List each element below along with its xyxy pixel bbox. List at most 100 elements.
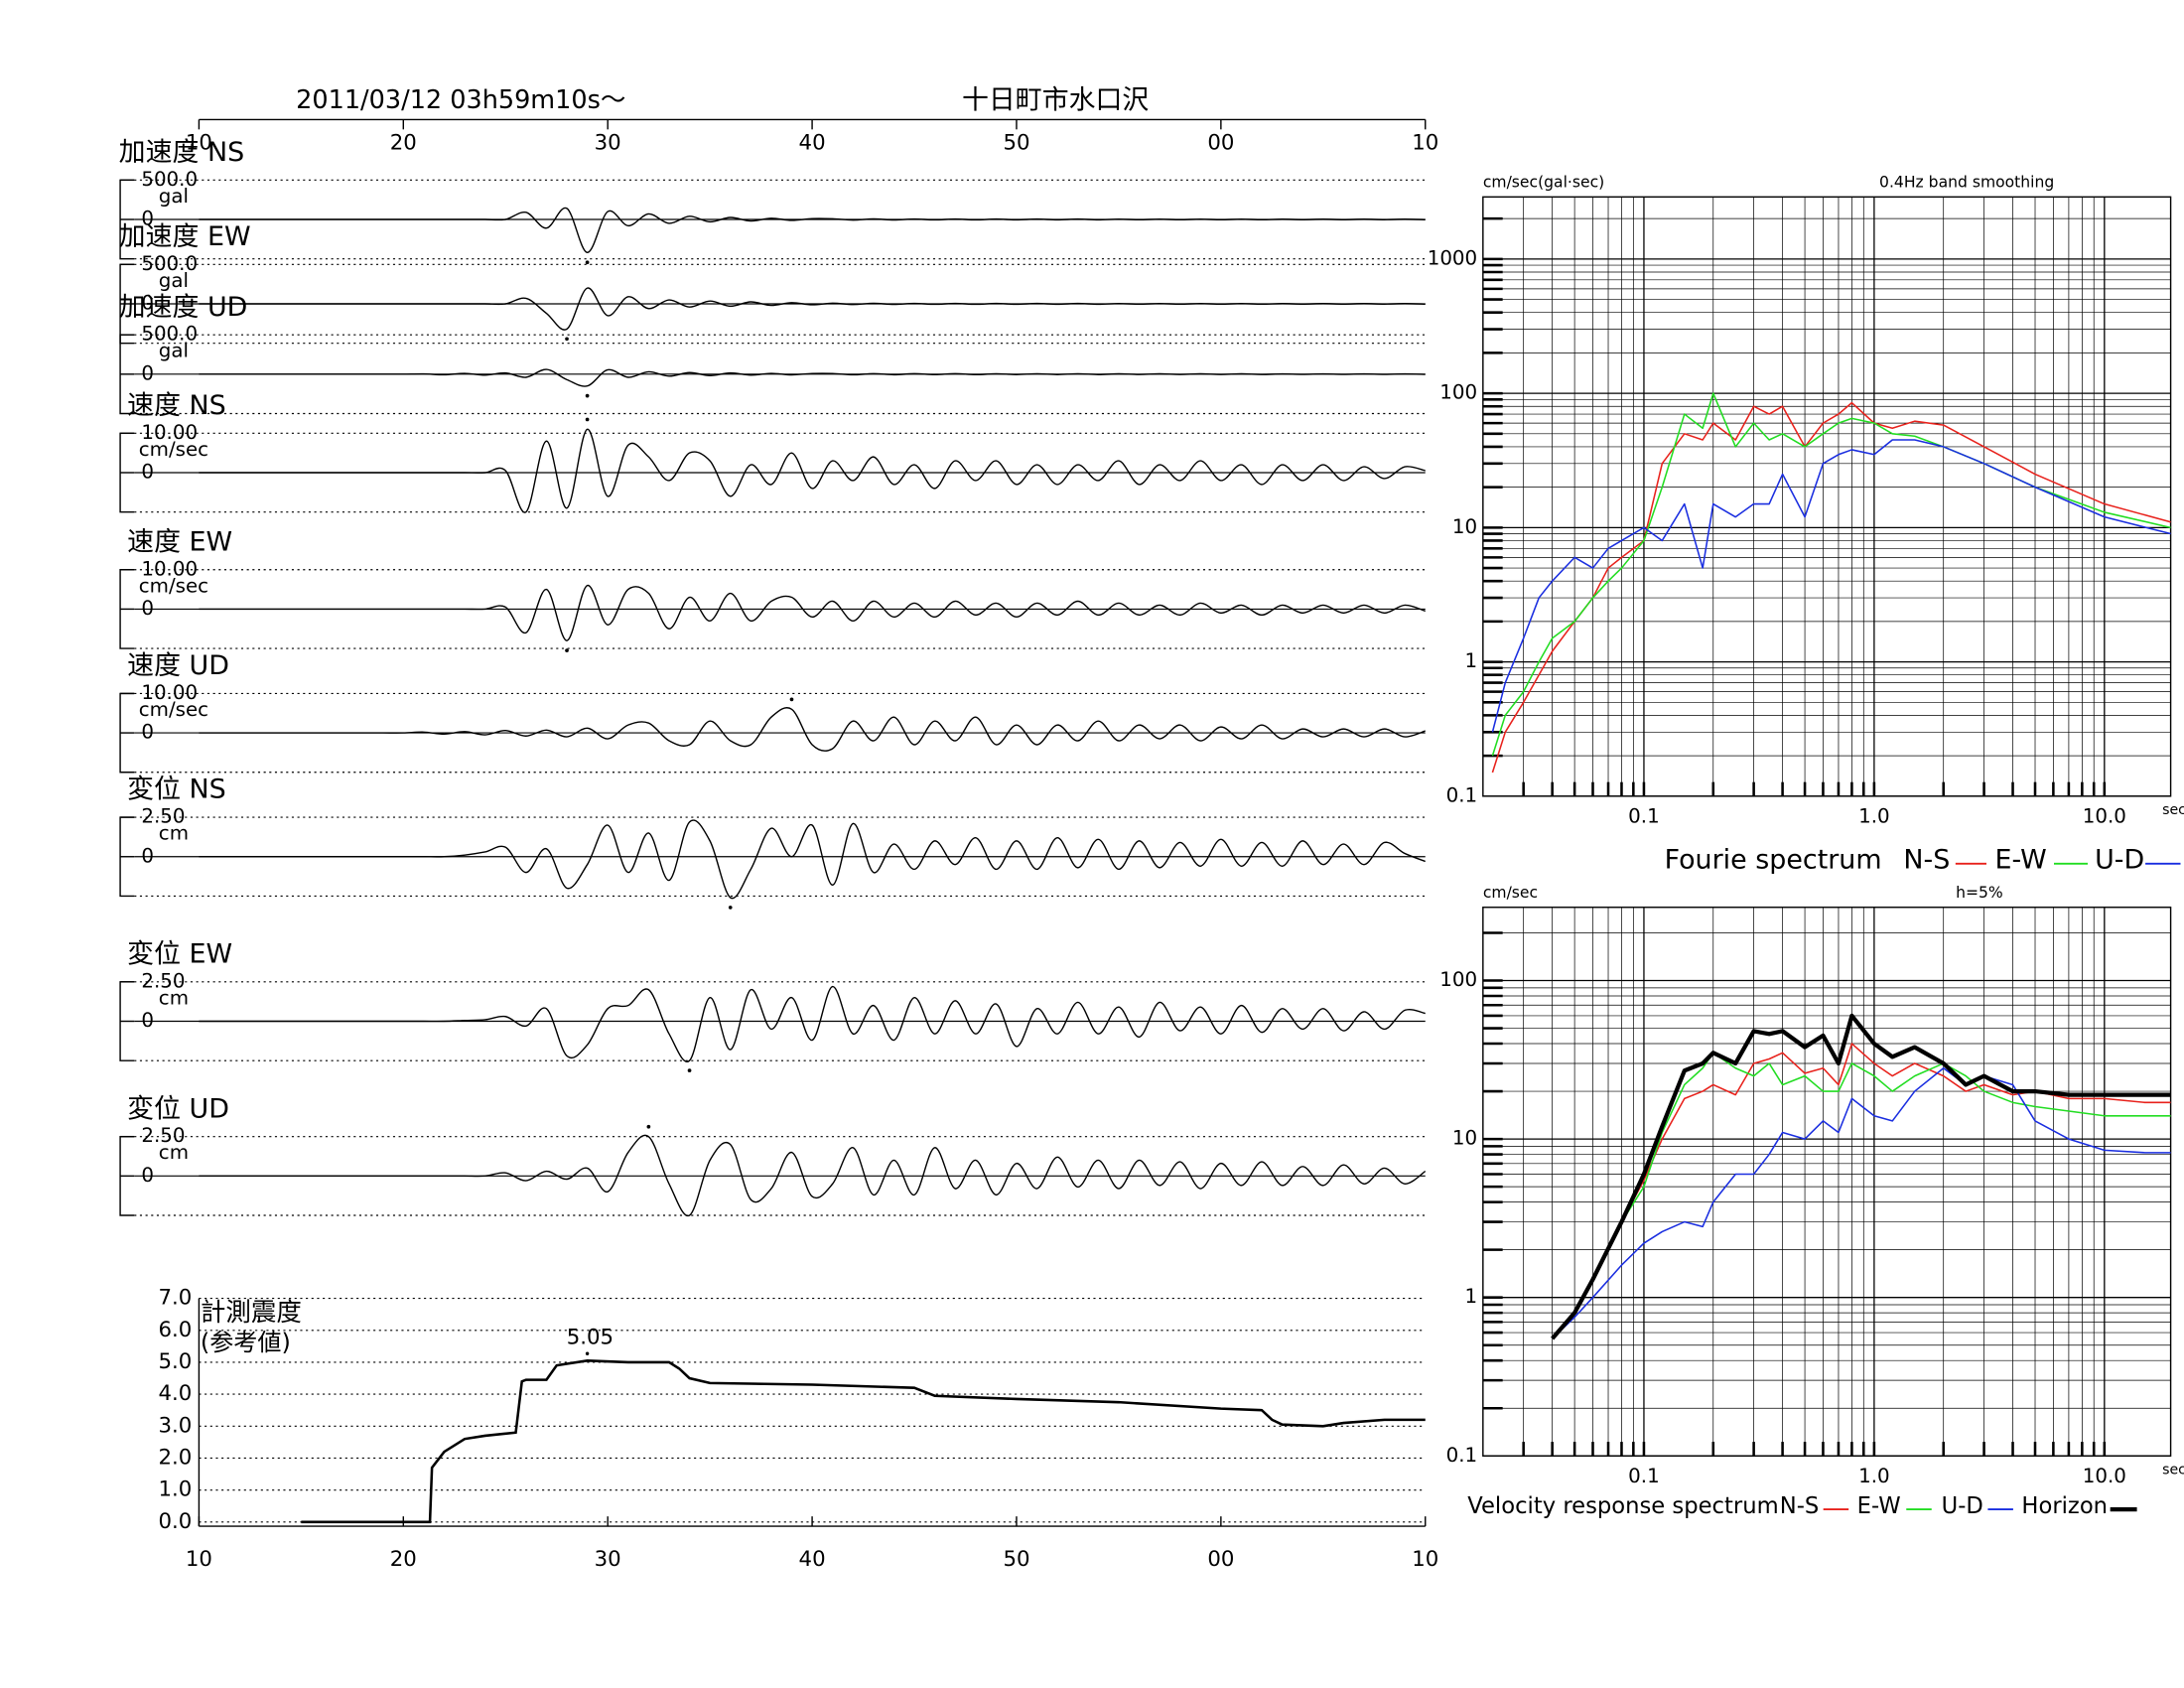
waveform	[199, 428, 1426, 513]
y-tick-label: 3.0	[159, 1413, 193, 1438]
record-time: 2011/03/12 03h59m10s〜	[296, 85, 625, 115]
y-tick-label: 100	[1439, 968, 1477, 991]
legend-label: Horizon	[2021, 1493, 2108, 1519]
panel-title: 変位 NS	[127, 774, 226, 805]
y-tick-label: 500.0	[141, 323, 198, 346]
x-tick-label: 10	[1412, 131, 1438, 156]
legend-label: U-D	[2095, 845, 2144, 876]
y-tick-label: 100	[1439, 381, 1477, 404]
y-tick-label: 2.50	[141, 969, 185, 992]
x-tick-label: 40	[799, 1547, 826, 1572]
y-tick-label: 0	[141, 844, 154, 867]
x-tick-label: 30	[595, 1547, 621, 1572]
x-tick-label: 10	[186, 131, 212, 156]
x-tick-label: 0.1	[1628, 805, 1660, 828]
y-tick-label: 0	[141, 361, 154, 384]
peak-marker	[585, 417, 590, 422]
plot-frame	[1482, 907, 2172, 1457]
x-tick-label: 40	[799, 131, 826, 156]
peak-marker	[789, 697, 794, 702]
panel-title: 速度 EW	[127, 526, 232, 557]
x-tick-label: 10	[186, 1547, 212, 1572]
y-tick-label: 0	[141, 721, 154, 744]
spectrum-line	[1491, 401, 2171, 774]
panel-title: 加速度 NS	[119, 137, 244, 168]
y-tick-label: 0.0	[159, 1509, 193, 1534]
peak-marker	[585, 260, 590, 265]
y-tick-label: 500.0	[141, 252, 198, 275]
y-tick-label: 10.00	[141, 681, 198, 704]
y-tick-label: 0	[141, 1164, 154, 1187]
x-tick-label: 1.0	[1858, 805, 1890, 828]
unit-label: gal	[159, 340, 189, 362]
peak-marker	[565, 648, 569, 652]
intensity-line	[301, 1359, 1426, 1524]
unit-label: gal	[159, 185, 189, 208]
y-tick-label: 0	[141, 461, 154, 484]
y-tick-label: 1	[1465, 649, 1478, 672]
x-tick-label: 00	[1207, 131, 1234, 156]
y-tick-label: 0	[141, 597, 154, 620]
y-tick-label: 10	[1452, 515, 1477, 538]
waveform	[199, 819, 1427, 900]
x-tick-label: 20	[390, 1547, 417, 1572]
legend-label: U-D	[1942, 1493, 1983, 1519]
spectrum-line	[1552, 1052, 2171, 1339]
unit-label: cm/sec	[139, 574, 208, 597]
waveform	[199, 1134, 1427, 1217]
waveform	[199, 207, 1426, 254]
intensity-title: 計測震度	[201, 1298, 302, 1328]
panel-title: 加速度 UD	[119, 292, 248, 323]
unit-label: gal	[159, 269, 189, 292]
legend-label: E-W	[1857, 1493, 1901, 1519]
spectrum-line	[1551, 1013, 2171, 1340]
unit-label: cm	[159, 822, 189, 845]
y-tick-label: 10.00	[141, 557, 198, 580]
spectrum-line	[1552, 1066, 2171, 1339]
peak-marker	[687, 1068, 692, 1072]
panel-title: 加速度 EW	[119, 221, 251, 252]
x-tick-label: 10	[1412, 1547, 1438, 1572]
legend-label: N-S	[1903, 845, 1950, 876]
legend-label: E-W	[1995, 845, 2047, 876]
y-tick-label: 6.0	[159, 1318, 193, 1342]
x-tick-label: 20	[390, 131, 417, 156]
plot-note: 0.4Hz band smoothing	[1879, 174, 2054, 192]
spectrum-line	[1491, 439, 2171, 733]
y-tick-label: 1.0	[159, 1477, 193, 1502]
legend-title: Fourie spectrum	[1665, 845, 1882, 876]
plot-note: h=5%	[1956, 884, 2003, 902]
x-tick-label: 0.1	[1628, 1465, 1660, 1487]
y-tick-label: 500.0	[141, 168, 198, 191]
y-tick-label: 1	[1465, 1285, 1478, 1308]
y-tick-label: 10	[1452, 1127, 1477, 1150]
y-tick-label: 0	[141, 292, 154, 315]
unit-label: cm	[159, 1141, 189, 1164]
unit-label: cm/sec	[139, 438, 208, 461]
station-name: 十日町市水口沢	[962, 85, 1149, 116]
x-tick-label: 50	[1003, 131, 1029, 156]
y-tick-label: 4.0	[159, 1381, 193, 1406]
spectrum-line	[1552, 1043, 2171, 1339]
legend-title: Velocity response spectrum	[1467, 1493, 1778, 1519]
peak-marker	[728, 906, 733, 910]
waveform	[199, 985, 1426, 1062]
plot-frame	[1482, 196, 2172, 797]
y-tick-label: 0	[141, 1009, 154, 1032]
x-tick-label: 00	[1207, 1547, 1234, 1572]
waveform	[199, 707, 1426, 752]
x-tick-label: 30	[595, 131, 621, 156]
y-tick-label: 2.50	[141, 1124, 185, 1147]
panel-title: 速度 NS	[127, 390, 226, 421]
y-tick-label: 10.00	[141, 421, 198, 444]
y-tick-label: 0	[141, 208, 154, 230]
panel-title: 変位 EW	[127, 938, 232, 969]
x-tick-label: 10.0	[2083, 805, 2126, 828]
peak-marker	[585, 393, 590, 398]
x-tick-label: 50	[1003, 1547, 1029, 1572]
peak-marker	[646, 1124, 651, 1129]
waveform	[199, 584, 1426, 641]
peak-label: 5.05	[567, 1326, 614, 1350]
